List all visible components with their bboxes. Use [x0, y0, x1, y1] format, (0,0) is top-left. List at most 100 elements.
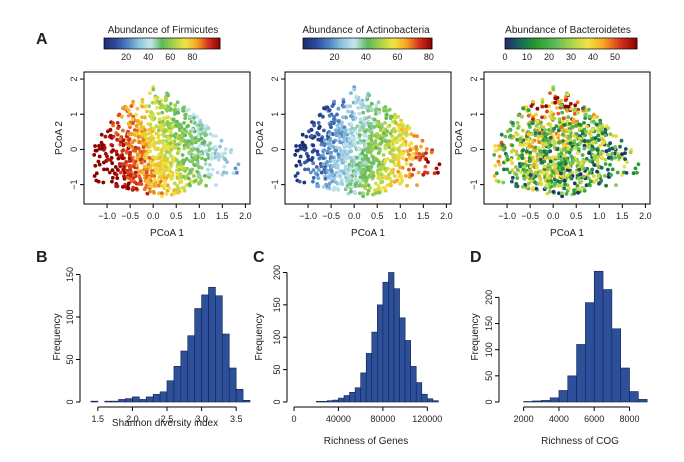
scatter-point: [552, 142, 557, 147]
histogram-bar: [432, 400, 439, 403]
scatter-point: [515, 121, 520, 125]
scatter-point: [148, 135, 153, 140]
scatter-point: [521, 138, 526, 143]
scatter-point: [527, 138, 531, 142]
colorbar-segment: [177, 38, 180, 49]
scatter-point: [400, 178, 405, 183]
scatter-point: [608, 162, 612, 167]
scatter-point: [385, 157, 390, 161]
scatter-point: [379, 141, 384, 145]
scatter-point: [192, 163, 197, 168]
scatter-point: [531, 185, 535, 190]
scatter-point: [222, 164, 227, 169]
scatter-point: [193, 179, 198, 183]
colorbar-segment: [395, 38, 398, 49]
scatter-point: [593, 136, 598, 140]
colorbar-border: [103, 37, 221, 50]
scatter-point: [557, 140, 562, 145]
colorbar-segment: [121, 38, 124, 49]
scatter-point: [167, 150, 172, 155]
scatter-point: [378, 122, 382, 127]
scatter-point: [323, 176, 328, 181]
scatter-point: [187, 151, 192, 156]
panel-label-b: B: [36, 249, 48, 266]
colorbar-segment: [150, 38, 153, 49]
scatter-point: [581, 106, 585, 111]
scatter-point: [363, 186, 368, 191]
x-tick-label: 0.5: [170, 211, 183, 221]
x-tick-label: −1.0: [98, 211, 116, 221]
colorbar-tick-label: 20: [329, 52, 339, 62]
scatter-point: [164, 165, 169, 169]
colorbar-segment: [527, 38, 530, 49]
scatter-point: [561, 116, 566, 121]
y-tick-label: −1: [469, 179, 479, 189]
colorbar-segment: [346, 38, 349, 49]
colorbar-segment: [315, 38, 319, 49]
histogram-bar: [371, 331, 378, 403]
scatter-point: [128, 173, 133, 177]
y-tick-label: 200: [484, 290, 494, 305]
scatter-point: [636, 162, 641, 167]
scatter-point: [159, 183, 164, 188]
scatter-point: [326, 149, 330, 154]
scatter-point: [560, 191, 564, 196]
scatter-point: [550, 117, 554, 121]
scatter-point: [533, 170, 538, 175]
scatter-point: [328, 138, 332, 142]
scatter-point: [358, 140, 363, 145]
scatter-point: [363, 169, 368, 174]
scatter-point: [609, 155, 613, 160]
scatter-point: [356, 147, 361, 152]
scatter-point: [375, 123, 379, 128]
scatter-point: [349, 149, 354, 154]
scatter-point: [315, 149, 320, 154]
scatter-point: [176, 186, 181, 191]
scatter-point: [345, 152, 350, 157]
colorbar-tick-label: 20: [544, 52, 554, 62]
x-tick-label: 0.5: [570, 211, 583, 221]
scatter-point: [555, 171, 560, 176]
scatter-point: [531, 159, 536, 163]
axes-cog: 2000 4000 6000 8000 0 50 100 150 200: [484, 290, 640, 424]
scatter-point: [564, 139, 569, 143]
scatter-point: [341, 115, 345, 120]
scatter-point: [105, 167, 110, 172]
scatter-point: [157, 100, 162, 104]
scatter-point: [110, 168, 115, 173]
scatter-point: [586, 139, 591, 144]
scatter-point: [362, 132, 366, 137]
x-tick-label: 8000: [619, 414, 639, 424]
histogram-bar: [549, 397, 560, 403]
scatter-point: [197, 165, 201, 170]
scatter-point: [156, 183, 161, 188]
colorbar-segment: [586, 38, 589, 49]
scatter-point: [367, 104, 372, 109]
scatter-point: [544, 142, 548, 147]
scatter-point: [120, 114, 124, 119]
scatter-point: [210, 151, 215, 156]
histogram-bar: [427, 398, 434, 403]
scatter-point: [563, 134, 568, 139]
colorbar-segment: [335, 38, 338, 49]
histogram-bar: [585, 302, 595, 403]
scatter-point: [187, 182, 192, 187]
colorbar-tick-label: 40: [588, 52, 598, 62]
scatter-point: [578, 172, 583, 177]
x-tick-label: 0: [291, 414, 296, 424]
scatter-point: [137, 131, 142, 136]
scatter-point: [134, 186, 139, 191]
scatter-point: [204, 183, 209, 188]
scatter-point: [199, 165, 204, 170]
scatter-point: [407, 126, 412, 131]
plot-frame-actinobacteria: [284, 71, 452, 205]
scatter-point: [358, 120, 363, 124]
scatter-point: [133, 170, 138, 175]
scatter-point: [177, 167, 182, 172]
colorbar-segment: [634, 38, 638, 49]
scatter-point: [348, 155, 353, 160]
scatter-point: [162, 123, 167, 127]
scatter-point: [97, 162, 102, 167]
scatter-point: [118, 137, 122, 142]
scatter-point: [152, 139, 156, 144]
